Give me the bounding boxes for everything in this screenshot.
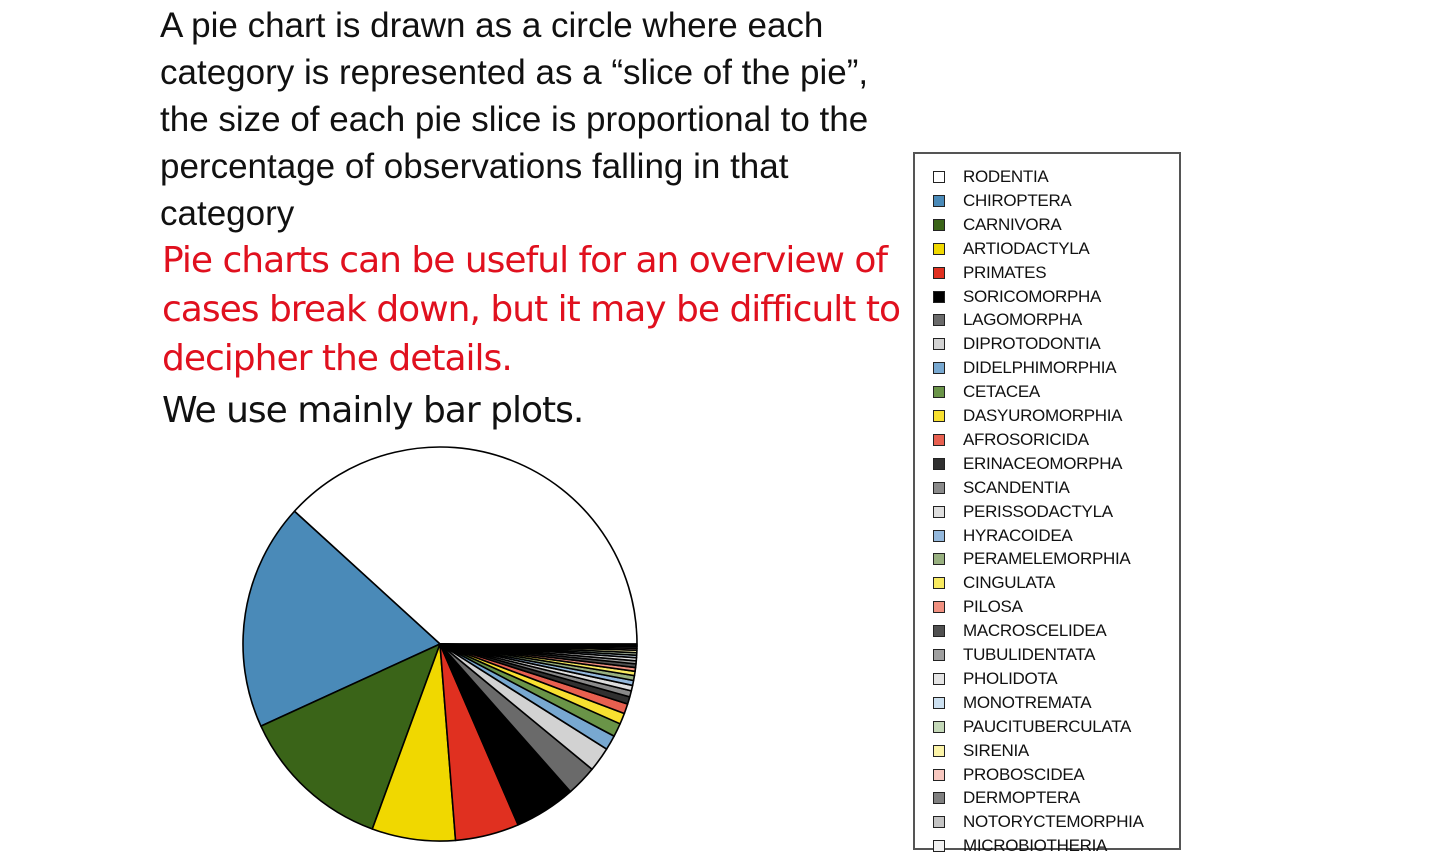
legend-label: NOTORYCTEMORPHIA — [963, 812, 1144, 832]
legend-label: SIRENIA — [963, 740, 1029, 760]
legend-label: DASYUROMORPHIA — [963, 406, 1123, 425]
legend-item-sirenia: SIRENIA — [933, 740, 1029, 760]
legend-swatch — [933, 338, 945, 351]
legend-label: MACROSCELIDEA — [963, 621, 1107, 641]
legend-item-proboscidea: PROBOSCIDEA — [933, 764, 1085, 784]
legend-label: PROBOSCIDEA — [963, 764, 1085, 784]
legend-label: CINGULATA — [963, 573, 1056, 593]
legend-swatch — [933, 792, 945, 805]
legend-item-monotremata: MONOTREMATA — [933, 692, 1092, 712]
legend-label: CHIROPTERA — [963, 190, 1072, 210]
legend-label: MICROBIOTHERIA — [963, 836, 1108, 856]
legend-swatch — [933, 601, 945, 614]
legend-label: DIDELPHIMORPHIA — [963, 358, 1117, 378]
legend-swatch — [933, 744, 945, 757]
description-text: A pie chart is drawn as a circle where e… — [160, 6, 869, 233]
legend-label: DIPROTODONTIA — [963, 334, 1101, 354]
legend-item-perissodactyla: PERISSODACTYLA — [933, 501, 1113, 521]
legend-swatch — [933, 218, 945, 231]
legend-label: PERISSODACTYLA — [963, 501, 1113, 521]
legend-item-soricomorpha: SORICOMORPHA — [933, 286, 1102, 306]
legend-label: MONOTREMATA — [963, 692, 1092, 712]
pie-chart-caveat-text: Pie charts can be useful for an overview… — [162, 240, 901, 379]
pie-slice-rodentia — [293, 446, 638, 645]
legend-swatch — [933, 194, 945, 207]
legend-item-artiodactyla: ARTIODACTYLA — [933, 238, 1090, 258]
legend-swatch — [933, 696, 945, 709]
legend-swatch — [933, 314, 945, 327]
legend-item-scandentia: SCANDENTIA — [933, 477, 1070, 497]
legend-label: DERMOPTERA — [963, 788, 1080, 808]
legend-swatch — [933, 505, 945, 518]
legend-item-dasyuromorphia: DASYUROMORPHIA — [933, 406, 1123, 425]
legend-label: PAUCITUBERCULATA — [963, 716, 1132, 736]
legend-swatch — [933, 720, 945, 733]
legend-item-primates: PRIMATES — [933, 262, 1047, 282]
legend-label: PILOSA — [963, 597, 1023, 617]
legend-item-microbiotheria: MICROBIOTHERIA — [933, 836, 1108, 856]
legend-swatch — [933, 577, 945, 590]
legend-label: PERAMELEMORPHIA — [963, 549, 1131, 569]
pie-slice-chiroptera — [242, 510, 441, 727]
chart-legend: RODENTIA CHIROPTERA CARNIVORA ARTIODACTYLA P… — [913, 152, 1181, 855]
legend-item-cetacea: CETACEA — [933, 382, 1040, 402]
legend-label: PRIMATES — [963, 262, 1047, 282]
legend-label: CARNIVORA — [963, 214, 1062, 234]
legend-swatch — [933, 529, 945, 542]
legend-item-diprotodontia: DIPROTODONTIA — [933, 334, 1101, 354]
legend-swatch — [933, 242, 945, 255]
legend-label: SCANDENTIA — [963, 477, 1070, 497]
bar-plots-text: We use mainly bar plots. — [162, 390, 584, 431]
legend-swatch — [933, 410, 945, 422]
legend-item-chiroptera: CHIROPTERA — [933, 190, 1072, 210]
pie-chart — [242, 446, 638, 842]
legend-label: PHOLIDOTA — [963, 668, 1058, 688]
legend-swatch — [933, 553, 945, 566]
legend-item-rodentia: RODENTIA — [933, 167, 1049, 186]
legend-item-pholidota: PHOLIDOTA — [933, 668, 1058, 688]
legend-swatch — [933, 290, 945, 303]
legend-item-cingulata: CINGULATA — [933, 573, 1056, 593]
legend-item-paucituberculata: PAUCITUBERCULATA — [933, 716, 1132, 736]
legend-swatch — [933, 649, 945, 661]
legend-swatch — [933, 840, 945, 853]
legend-item-carnivora: CARNIVORA — [933, 214, 1062, 234]
legend-label: RODENTIA — [963, 167, 1049, 186]
legend-item-hyracoidea: HYRACOIDEA — [933, 525, 1073, 545]
legend-label: TUBULIDENTATA — [963, 645, 1096, 664]
legend-label: SORICOMORPHA — [963, 286, 1102, 306]
legend-item-tubulidentata: TUBULIDENTATA — [933, 645, 1096, 664]
legend-item-erinaceomorpha: ERINACEOMORPHA — [933, 453, 1123, 473]
legend-swatch — [933, 768, 945, 781]
legend-label: LAGOMORPHA — [963, 310, 1082, 330]
legend-swatch — [933, 266, 945, 279]
legend-item-dermoptera: DERMOPTERA — [933, 788, 1080, 808]
legend-swatch — [933, 386, 945, 399]
legend-item-didelphimorphia: DIDELPHIMORPHIA — [933, 358, 1117, 378]
legend-label: CETACEA — [963, 382, 1040, 402]
legend-item-notoryctemorphia: NOTORYCTEMORPHIA — [933, 812, 1144, 832]
legend-label: HYRACOIDEA — [963, 525, 1073, 545]
legend-item-peramelemorphia: PERAMELEMORPHIA — [933, 549, 1131, 569]
pie-slice-carnivora — [260, 643, 441, 830]
legend-swatch — [933, 362, 945, 375]
legend-swatch — [933, 672, 945, 685]
legend-swatch — [933, 625, 945, 638]
legend-item-pilosa: PILOSA — [933, 597, 1023, 617]
legend-swatch — [933, 816, 945, 829]
legend-swatch — [933, 457, 945, 470]
legend-item-macroscelidea: MACROSCELIDEA — [933, 621, 1107, 641]
legend-label: ERINACEOMORPHA — [963, 453, 1123, 473]
legend-swatch — [933, 433, 945, 446]
legend-item-lagomorpha: LAGOMORPHA — [933, 310, 1082, 330]
legend-swatch — [933, 171, 945, 183]
legend-label: ARTIODACTYLA — [963, 238, 1090, 258]
legend-item-afrosoricida: AFROSORICIDA — [933, 429, 1089, 449]
legend-label: AFROSORICIDA — [963, 429, 1089, 449]
pie-slice-microbiotheria — [439, 643, 638, 647]
legend-swatch — [933, 481, 945, 494]
